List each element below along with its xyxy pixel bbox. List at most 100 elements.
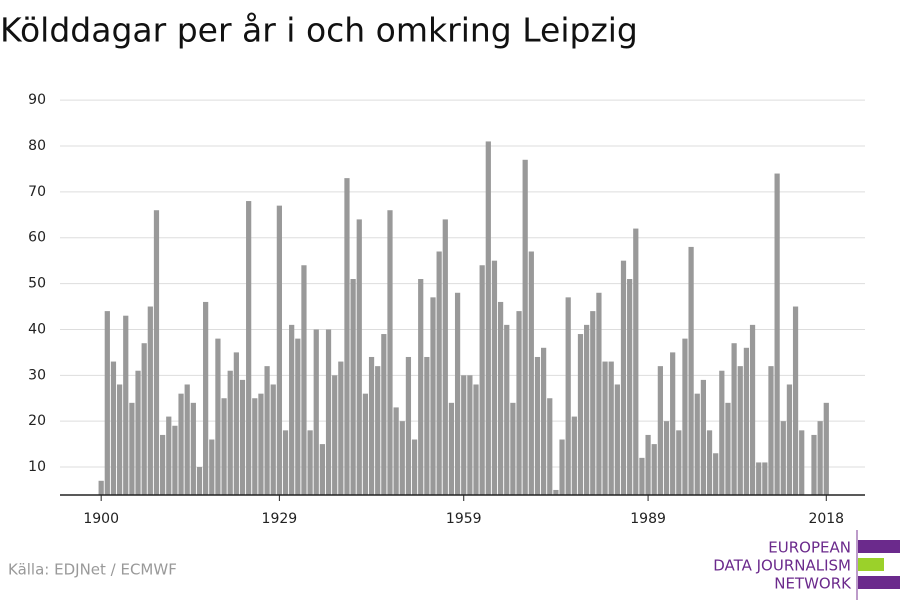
bar: [246, 201, 251, 495]
bar: [264, 366, 269, 495]
x-tick-label: 1929: [262, 511, 298, 527]
bar: [547, 398, 552, 495]
bar: [664, 421, 669, 495]
bar: [117, 384, 122, 495]
bar: [344, 178, 349, 495]
bar: [731, 343, 736, 495]
bar: [799, 430, 804, 495]
y-tick-label: 60: [28, 230, 46, 246]
bar: [682, 339, 687, 495]
bar: [203, 302, 208, 495]
bar: [400, 421, 405, 495]
bar: [473, 384, 478, 495]
bar: [209, 440, 214, 495]
bar: [824, 403, 829, 495]
bar: [314, 329, 319, 495]
y-tick-label: 20: [28, 413, 46, 429]
bar: [529, 251, 534, 495]
y-tick-label: 70: [28, 184, 46, 200]
bar: [277, 206, 282, 495]
bar: [535, 357, 540, 495]
bar: [750, 325, 755, 495]
bar: [516, 311, 521, 495]
bar: [713, 453, 718, 495]
bar: [455, 293, 460, 495]
bar: [584, 325, 589, 495]
bar: [449, 403, 454, 495]
source: Källa: EDJNet / ECMWF: [8, 561, 177, 579]
bar: [811, 435, 816, 495]
bar: [639, 458, 644, 495]
x-tick-label: 1959: [446, 511, 482, 527]
bar: [627, 279, 632, 495]
bar: [615, 384, 620, 495]
bar: [326, 329, 331, 495]
bar: [430, 297, 435, 495]
bar: [185, 384, 190, 495]
bar: [283, 430, 288, 495]
bar: [215, 339, 220, 495]
logo-text: DATA JOURNALISM: [713, 557, 851, 575]
bar: [381, 334, 386, 495]
bar: [148, 307, 153, 495]
logo-bar: [858, 576, 900, 589]
bar: [510, 403, 515, 495]
bar: [725, 403, 730, 495]
bar: [160, 435, 165, 495]
bar: [357, 219, 362, 495]
bar: [320, 444, 325, 495]
bar: [437, 251, 442, 495]
bar: [652, 444, 657, 495]
bar: [793, 307, 798, 495]
bar: [756, 462, 761, 495]
bar: [363, 394, 368, 495]
bar: [787, 384, 792, 495]
bar: [658, 366, 663, 495]
bar: [418, 279, 423, 495]
bar: [252, 398, 257, 495]
bar: [123, 316, 128, 495]
bar: [375, 366, 380, 495]
y-tick-label: 10: [28, 459, 46, 475]
bar: [99, 481, 104, 495]
bar: [480, 265, 485, 495]
bar: [645, 435, 650, 495]
bar: [369, 357, 374, 495]
bar: [424, 357, 429, 495]
y-tick-label: 30: [28, 367, 46, 383]
bar: [498, 302, 503, 495]
bar: [553, 490, 558, 495]
bar: [172, 426, 177, 495]
bar: [258, 394, 263, 495]
bar: [289, 325, 294, 495]
x-tick-label: 2018: [808, 511, 844, 527]
bar: [307, 430, 312, 495]
bar: [566, 297, 571, 495]
bar: [596, 293, 601, 495]
bar: [154, 210, 159, 495]
bar: [492, 261, 497, 495]
bar: [818, 421, 823, 495]
bar: [191, 403, 196, 495]
bar: [351, 279, 356, 495]
bar: [738, 366, 743, 495]
y-tick-label: 90: [28, 92, 46, 108]
bar: [443, 219, 448, 495]
bar: [695, 394, 700, 495]
bar: [234, 352, 239, 495]
x-tick-label: 1900: [83, 511, 119, 527]
bar: [221, 398, 226, 495]
bar: [781, 421, 786, 495]
bar: [228, 371, 233, 495]
bar: [572, 417, 577, 495]
bar: [701, 380, 706, 495]
bar: [111, 362, 116, 495]
bar: [295, 339, 300, 495]
logo-bar: [858, 540, 900, 553]
bar: [197, 467, 202, 495]
chart-title: Kölddagar per år i och omkring Leipzig: [0, 11, 638, 50]
bar: [271, 384, 276, 495]
bar: [602, 362, 607, 495]
bar: [559, 440, 564, 495]
